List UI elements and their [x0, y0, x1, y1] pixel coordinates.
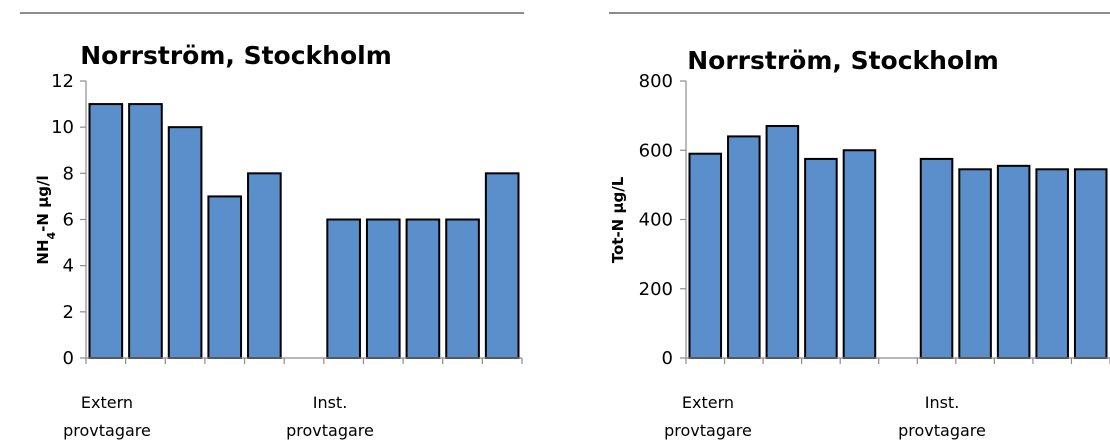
category-label-line2: provtagare [286, 421, 374, 440]
category-label-line1: Inst. [313, 393, 348, 412]
chart-title: Norrström, Stockholm [687, 46, 999, 75]
bar [405, 218, 441, 359]
y-tick-label: 6 [63, 210, 74, 231]
bar [842, 149, 877, 359]
y-tick-label: 4 [63, 256, 74, 277]
totn-chart: Norrström, Stockholm Tot-N µg/L 0 200 400 6… [609, 12, 1110, 440]
nh4-chart: Norrström, Stockholm NH4-N µg/l 02468101… [20, 12, 524, 440]
y-tick-label: 10 [51, 117, 74, 138]
bar [1073, 168, 1108, 359]
category-label-line2: provtagare [63, 421, 151, 440]
bar [445, 218, 480, 359]
bar [996, 164, 1031, 359]
y-axis-label: NH4-N µg/l [34, 175, 58, 264]
bar [167, 126, 203, 359]
bar [365, 218, 401, 359]
y-tick-label: 0 [662, 348, 673, 369]
bar [207, 195, 243, 359]
category-label-line2: provtagare [664, 421, 752, 440]
bar [804, 157, 838, 359]
chart-title: Norrström, Stockholm [80, 41, 392, 70]
y-tick-label: 12 [51, 71, 74, 92]
y-tick-label: 0 [63, 348, 74, 369]
bar [919, 157, 954, 359]
bar [958, 168, 992, 359]
bar [765, 125, 800, 359]
chart-panel-nh4: Norrström, Stockholm NH4-N µg/l 0 2 4 6 8 10 1… [20, 12, 524, 440]
y-axis-label-main: NH [34, 239, 52, 264]
bar [88, 103, 124, 360]
y-tick-label: 8 [63, 163, 74, 184]
bar [326, 218, 361, 359]
bar [727, 135, 761, 359]
y-axis-label: Tot-N µg/L [609, 176, 627, 263]
bar [688, 152, 723, 359]
category-label-line1: Extern [682, 393, 734, 412]
bar [484, 172, 520, 359]
bar [1035, 168, 1069, 359]
bar [128, 103, 163, 360]
chart-panel-totn: Norrström, Stockholm Tot-N µg/L 0 200 400 6… [555, 0, 1110, 442]
category-label-line2: provtagare [898, 421, 986, 440]
y-tick-label: 400 [639, 210, 673, 231]
y-tick-label: 2 [63, 302, 74, 323]
y-tick-label: 200 [639, 279, 673, 300]
y-axis-label-subscript: 4 [45, 231, 58, 239]
y-tick-label: 800 [639, 71, 673, 92]
category-label-line1: Inst. [925, 393, 960, 412]
bar [247, 172, 282, 359]
category-label-line1: Extern [81, 393, 133, 412]
y-axis-label-rest: -N µg/l [34, 175, 52, 231]
y-tick-label: 600 [639, 140, 673, 161]
